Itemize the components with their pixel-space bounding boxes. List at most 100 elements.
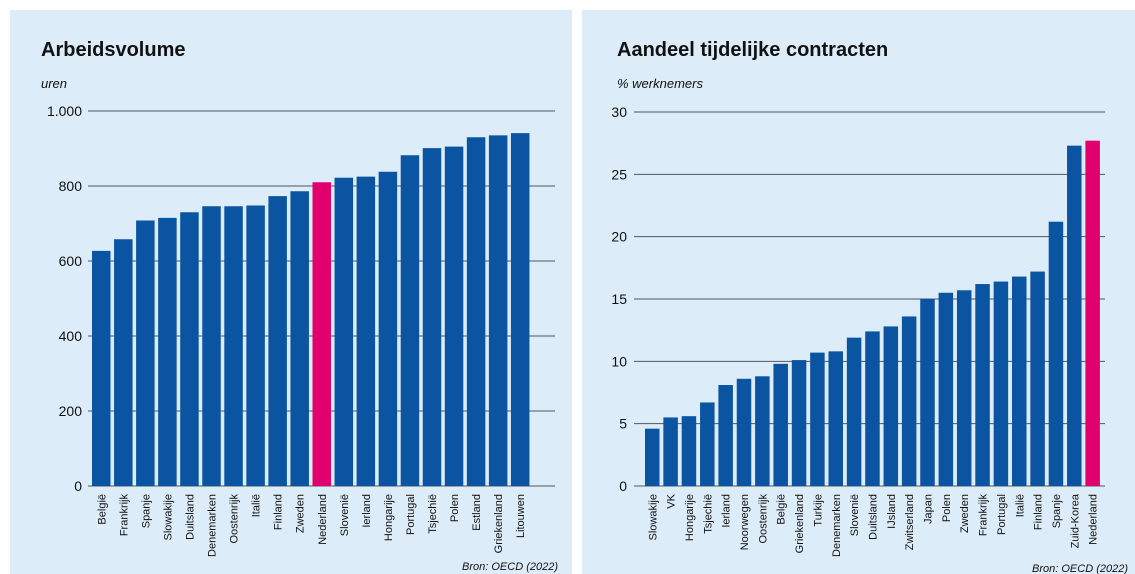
bar-denemarken [202, 206, 221, 486]
source-note: Bron: OECD (2022) [462, 561, 558, 573]
bar-portugal [400, 155, 420, 486]
bar-zwitserland [901, 316, 917, 486]
y-tick-label: 30 [611, 104, 627, 120]
x-tick-label: Slowakije [647, 494, 659, 540]
bar-italië [246, 205, 265, 486]
bar-tsjechië [700, 402, 715, 486]
source-note: Bron: OECD (2022) [1032, 563, 1128, 574]
x-tick-label: Tsjechië [702, 494, 714, 534]
y-tick-label: 15 [611, 291, 627, 307]
x-tick-label: Denemarken [831, 494, 843, 557]
bar-polen [938, 292, 954, 486]
x-tick-label: Denemarken [207, 494, 219, 557]
y-tick-label: 20 [611, 229, 627, 245]
bar-oostenrijk [755, 376, 770, 486]
bar-duitsland [865, 331, 880, 486]
bar-japan [920, 299, 935, 486]
x-tick-label: Italië [251, 494, 263, 517]
y-tick-label: 0 [74, 478, 82, 494]
bar-portugal [993, 281, 1009, 486]
bars [645, 140, 1100, 486]
bar-zuid-korea [1067, 145, 1082, 486]
bar-oostenrijk [224, 206, 243, 486]
x-tick-label: Nederland [1088, 494, 1100, 545]
bar-litouwen [510, 133, 530, 486]
bar-finland [268, 196, 287, 486]
y-axis-ticks: 0 200 400 600 800 1.000 [47, 103, 82, 494]
bar-frankrijk [975, 284, 990, 486]
x-tick-label: Slowakije [162, 494, 174, 540]
x-tick-label: Slovenië [849, 494, 861, 536]
x-tick-label: Noorwegen [739, 494, 751, 550]
bar-italië [1012, 276, 1027, 486]
x-tick-label: Tsjechië [427, 494, 439, 534]
x-tick-label: Ierland [721, 494, 733, 528]
x-tick-label: Spanje [1051, 494, 1063, 528]
x-tick-label: Polen [449, 494, 461, 522]
y-tick-label: 600 [59, 253, 83, 269]
bar-griekenland [791, 360, 807, 486]
x-tick-label: Estland [471, 494, 483, 531]
x-axis-labels: Slowakije VK Hongarije Tsjechië Ierland Noorw… [647, 493, 1099, 557]
x-tick-label: Frankrijk [978, 494, 990, 537]
bar-frankrijk [114, 239, 133, 486]
x-tick-label: Finland [1033, 494, 1045, 530]
chart-title: Arbeidsvolume [41, 39, 185, 61]
chart-tijdelijke-contracten: Aandeel tijdelijke contracten % werkneme… [611, 39, 1128, 574]
bar-polen [444, 146, 464, 486]
bar-nederland [1085, 140, 1100, 486]
bar-slowakije [158, 217, 177, 486]
bars [92, 133, 530, 486]
bar-zweden [290, 191, 309, 486]
x-axis-labels: België Frankrijk Spanje Slowakije Duitsland D… [96, 494, 527, 557]
bar-duitsland [180, 212, 199, 486]
x-tick-label: Slovenië [339, 494, 351, 536]
x-tick-label: Italië [1014, 494, 1026, 517]
chart-arbeidsvolume: Arbeidsvolume uren 0 200 400 600 800 1.000 Be… [41, 39, 558, 573]
bar-turkije [810, 352, 825, 486]
bar-slovenië [334, 177, 354, 486]
y-axis-ticks: 0 5 10 15 20 25 30 [611, 104, 627, 494]
bar-hongarije [378, 171, 398, 486]
bar-estland [466, 137, 486, 486]
x-tick-label: Zweden [959, 494, 971, 533]
x-tick-label: Portugal [405, 494, 417, 535]
y-tick-label: 0 [619, 478, 627, 494]
bar-spanje [1048, 221, 1064, 486]
x-tick-label: België [776, 494, 788, 525]
bar-ierland [356, 176, 376, 486]
bar-griekenland [488, 135, 508, 486]
x-tick-label: Frankrijk [118, 494, 130, 537]
x-tick-label: Turkije [812, 494, 824, 527]
x-tick-label: Griekenland [493, 494, 505, 553]
chart-panel-tijdelijke-contracten: Aandeel tijdelijke contracten % werkneme… [582, 10, 1135, 574]
x-tick-label: Zweden [295, 494, 307, 533]
bar-hongarije [681, 416, 697, 486]
x-tick-label: Oostenrijk [757, 494, 769, 544]
y-tick-label: 1.000 [47, 103, 82, 119]
x-tick-label: België [96, 494, 108, 525]
bar-nederland [312, 182, 331, 486]
x-tick-label: Litouwen [515, 494, 527, 538]
x-tick-label: Duitsland [184, 494, 196, 540]
bar-denemarken [828, 351, 843, 486]
x-tick-label: Spanje [140, 494, 152, 528]
x-tick-label: Zuid-Korea [1069, 493, 1081, 548]
bar-slowakije [645, 428, 660, 486]
y-tick-label: 800 [59, 178, 83, 194]
chart-title: Aandeel tijdelijke contracten [617, 39, 888, 61]
y-tick-label: 25 [611, 166, 627, 182]
x-tick-label: Griekenland [794, 494, 806, 553]
x-tick-label: Hongarije [684, 494, 696, 541]
chart-panel-arbeidsvolume: Arbeidsvolume uren 0 200 400 600 800 1.000 Be… [10, 10, 572, 574]
bar-ijsland [883, 326, 899, 486]
x-tick-label: Portugal [996, 494, 1008, 535]
x-tick-label: Oostenrijk [229, 494, 241, 544]
y-axis-unit-label: % werknemers [617, 76, 703, 91]
y-tick-label: 10 [611, 353, 627, 369]
x-tick-label: Hongarije [383, 494, 395, 541]
bar-spanje [136, 220, 155, 486]
y-tick-label: 200 [59, 403, 83, 419]
x-tick-label: Polen [941, 494, 953, 522]
bar-slovenië [846, 337, 862, 486]
